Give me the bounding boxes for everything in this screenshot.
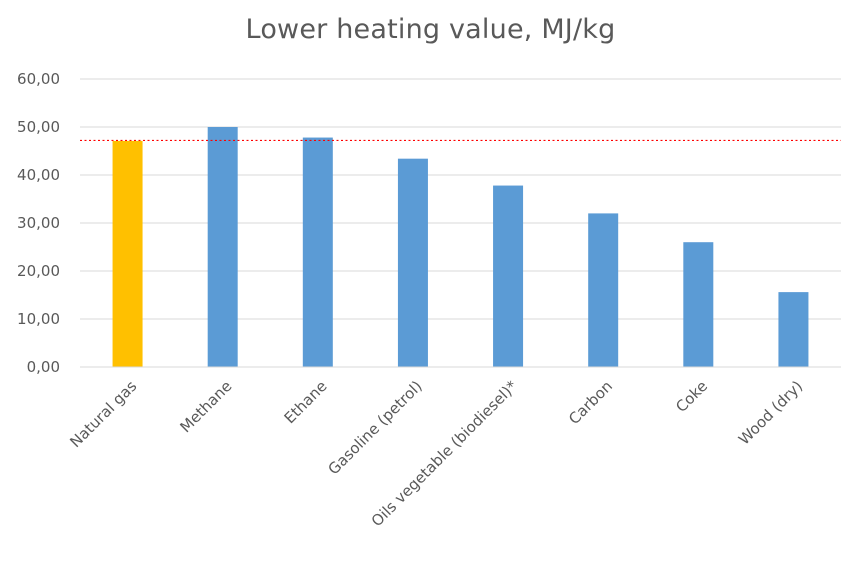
- bars: [112, 127, 809, 367]
- y-axis-ticks: 0,00 10,00 20,00 30,00 40,00 50,00 60,00: [17, 70, 60, 376]
- bar: [112, 140, 143, 367]
- bar: [683, 242, 714, 367]
- bar: [302, 137, 333, 367]
- y-tick-label: 10,00: [17, 310, 60, 328]
- bar: [778, 292, 809, 367]
- x-category-label: Wood (dry): [735, 377, 806, 448]
- y-tick-label: 0,00: [27, 358, 60, 376]
- x-category-label: Carbon: [565, 377, 616, 428]
- x-category-label: Coke: [672, 377, 711, 416]
- bar: [493, 185, 524, 367]
- x-category-label: Ethane: [281, 377, 331, 427]
- x-category-label: Gasoline (petrol): [325, 377, 426, 478]
- y-tick-label: 40,00: [17, 166, 60, 184]
- y-tick-label: 20,00: [17, 262, 60, 280]
- bar: [207, 127, 238, 367]
- bar: [397, 158, 428, 367]
- gridlines: [80, 78, 841, 320]
- x-category-label: Natural gas: [66, 377, 140, 451]
- y-tick-label: 50,00: [17, 118, 60, 136]
- y-tick-label: 30,00: [17, 214, 60, 232]
- y-tick-label: 60,00: [17, 70, 60, 88]
- x-category-label: Methane: [176, 377, 235, 436]
- chart-title: Lower heating value, MJ/kg: [245, 14, 616, 45]
- bar: [588, 213, 619, 367]
